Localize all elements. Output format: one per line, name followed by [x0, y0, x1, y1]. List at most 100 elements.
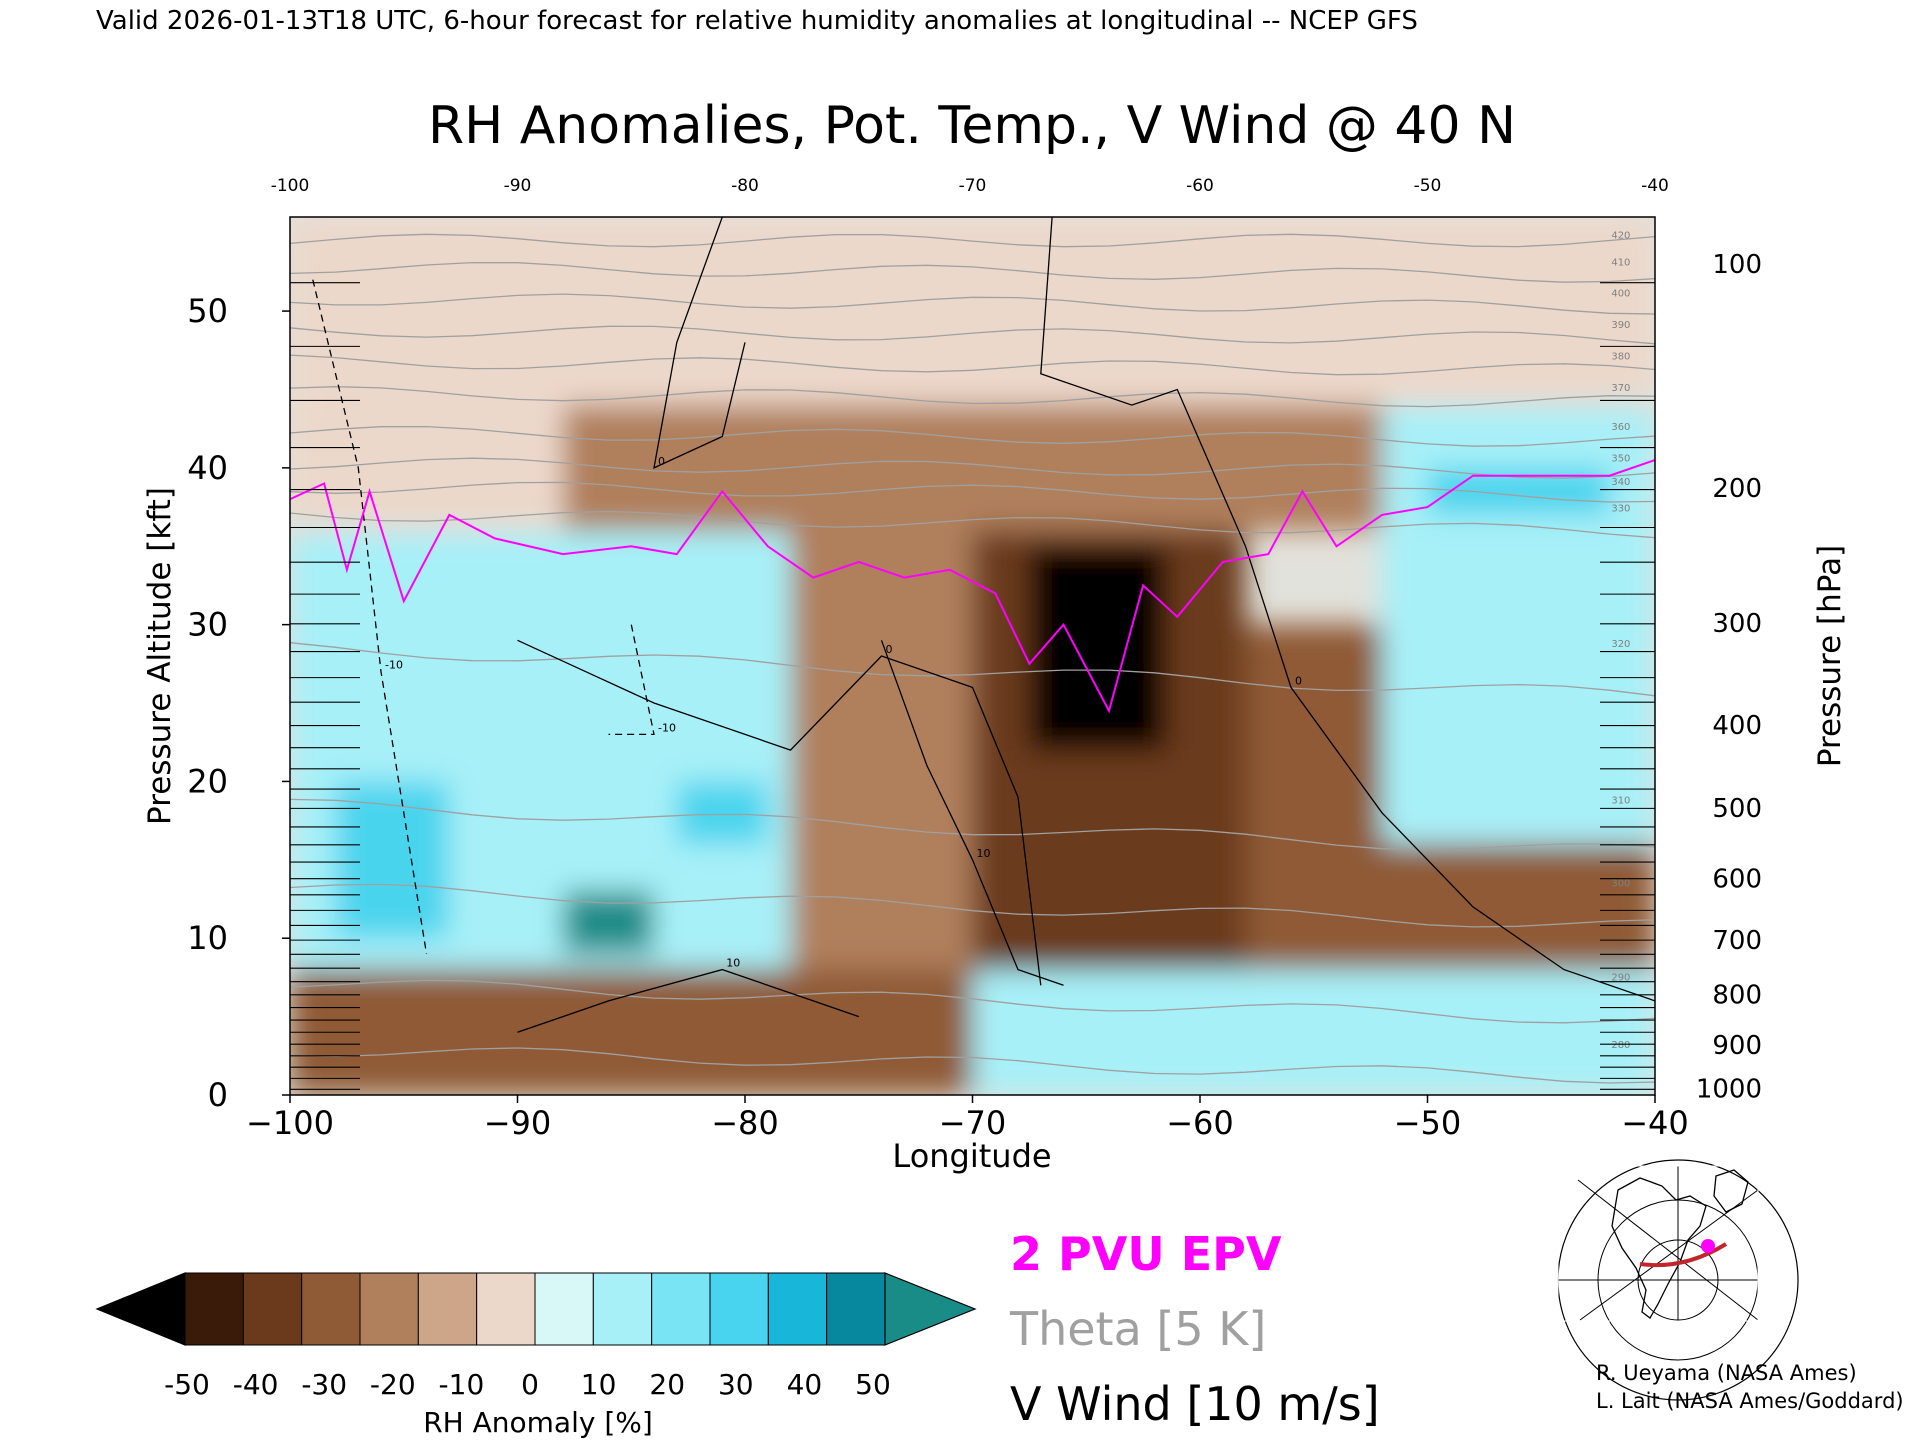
pressure-tick-label: 100 — [1712, 250, 1762, 280]
chart-title: RH Anomalies, Pot. Temp., V Wind @ 40 N — [428, 96, 1516, 156]
rh-anomaly-cell — [335, 781, 450, 939]
pressure-tick-label: 1000 — [1696, 1075, 1762, 1105]
theta-contour — [290, 293, 1655, 315]
theta-contour — [290, 425, 1655, 447]
theta-contour — [290, 979, 1655, 1024]
top-tick-label: -60 — [1186, 176, 1214, 196]
pressure-tick-label: 500 — [1712, 794, 1762, 824]
theta-contour — [290, 233, 1655, 248]
theta-contour-label: 390 — [1611, 320, 1630, 331]
vwind-contour-label: -10 — [385, 659, 403, 672]
y-tick-label: 10 — [187, 919, 228, 957]
vwind-contour-label: 10 — [726, 957, 740, 970]
x-axis-label: Longitude — [892, 1137, 1051, 1175]
top-tick-label: -80 — [731, 176, 759, 196]
vwind-contour-label: -10 — [658, 721, 676, 734]
top-axis: -100 -90 -80 -70 -60 -50 -40 — [271, 176, 1669, 196]
map-meridian — [1577, 1179, 1759, 1321]
theta-contour — [290, 481, 1655, 503]
colorbar-swatch — [184, 1272, 244, 1346]
rh-anomaly-cell — [676, 781, 768, 845]
north-america-coastline — [1611, 1177, 1707, 1319]
epv-2pvu-line — [290, 459, 1655, 714]
theta-contour-label: 340 — [1611, 477, 1630, 488]
colorbar-swatch — [651, 1272, 711, 1346]
rh-anomaly-cell — [790, 530, 973, 970]
theta-contour — [290, 354, 1655, 376]
pressure-tick-marks — [290, 282, 1655, 1090]
colorbar-swatch — [476, 1272, 536, 1346]
y-axis-label: Pressure Altitude [kft] — [142, 487, 178, 825]
colorbar-swatch — [242, 1272, 303, 1346]
x-tick-label: −60 — [1166, 1104, 1234, 1142]
top-tick-label: -90 — [504, 176, 532, 196]
y-tick-label: 40 — [187, 449, 228, 487]
theta-contour-label: 280 — [1611, 1040, 1630, 1051]
theta-contour-label: 350 — [1611, 453, 1630, 464]
colorbar-under-arrow — [95, 1272, 186, 1346]
colorbar-tick: -40 — [233, 1368, 279, 1401]
top-tick-label: -50 — [1414, 176, 1442, 196]
legend-vwind: V Wind [10 m/s] — [1010, 1377, 1380, 1431]
x-tick-label: −80 — [711, 1104, 779, 1142]
theta-contour — [290, 325, 1655, 345]
theta-contour-label: 310 — [1611, 796, 1630, 807]
pressure-tick-label: 900 — [1712, 1031, 1762, 1061]
colorbar-swatch — [709, 1272, 769, 1346]
colorbar-tick: -10 — [439, 1368, 485, 1401]
pressure-tick-label: 600 — [1712, 865, 1762, 895]
colorbar-tick-labels: -50 -40 -30 -20 -10 0 10 20 30 40 50 — [164, 1368, 891, 1401]
greenland-coastline — [1713, 1169, 1749, 1213]
theta-contour-label: 360 — [1611, 422, 1630, 433]
vwind-contour — [1040, 217, 1655, 1002]
y-tick-label: 20 — [187, 762, 228, 800]
legend-theta: Theta [5 K] — [1009, 1302, 1266, 1356]
rh-anomaly-cell — [290, 217, 1655, 406]
colorbar-tick: 50 — [855, 1368, 891, 1401]
vwind-contour — [312, 279, 428, 955]
location-marker — [1701, 1239, 1715, 1253]
rh-anomaly-cell — [972, 969, 1655, 1095]
theta-contour — [290, 1047, 1655, 1084]
vwind-contour — [517, 639, 1042, 986]
pressure-axis: 100 200 300 400 500 600 700 800 900 1000 — [1696, 250, 1762, 1105]
theta-contour-label: 370 — [1611, 383, 1630, 394]
valid-time-line: Valid 2026-01-13T18 UTC, 6-hour forecast… — [96, 6, 1418, 36]
rh-anomaly-field — [290, 217, 1655, 1095]
theta-contour-label: 380 — [1611, 351, 1630, 362]
colorbar — [95, 1272, 977, 1346]
theta-contour — [290, 883, 1655, 928]
theta-contour-label: 330 — [1611, 504, 1630, 515]
colorbar-tick: -50 — [164, 1368, 210, 1401]
x-tick-label: −90 — [484, 1104, 552, 1142]
vwind-contour-label: 0 — [1295, 674, 1302, 687]
colorbar-tick: 30 — [718, 1368, 754, 1401]
colorbar-swatch — [534, 1272, 594, 1346]
y-tick-label: 30 — [187, 606, 228, 644]
y-tick-label: 0 — [208, 1076, 228, 1114]
x-tick-label: −40 — [1621, 1104, 1689, 1142]
colorbar-tick: -30 — [301, 1368, 347, 1401]
rh-anomaly-cell — [563, 891, 654, 954]
pressure-tick-label: 200 — [1712, 474, 1762, 504]
top-tick-label: -40 — [1641, 176, 1669, 196]
legend-epv: 2 PVU EPV — [1010, 1227, 1282, 1281]
vwind-contour-label: 0 — [658, 455, 665, 468]
colorbar-label: RH Anomaly [%] — [423, 1406, 653, 1439]
rh-anomaly-cell — [1382, 844, 1655, 970]
colorbar-over-arrow — [884, 1272, 977, 1346]
pressure-tick-label: 400 — [1712, 711, 1762, 741]
x-tick-label: −70 — [939, 1104, 1007, 1142]
theta-contour — [290, 798, 1655, 851]
x-tick-label: −100 — [246, 1104, 334, 1142]
top-tick-label: -100 — [271, 176, 310, 196]
colorbar-tick: -20 — [370, 1368, 416, 1401]
plot-area: 280 290 300 310 320 330 340 350 360 370 380 390 400 4… — [289, 216, 1656, 1096]
y-axis: 0 10 20 30 40 50 — [187, 292, 290, 1114]
vwind-contours: 0 0 0 10 -10 10 -10 — [312, 217, 1655, 1033]
theta-contour — [290, 642, 1655, 697]
y-tick-label: 50 — [187, 292, 228, 330]
theta-contour — [290, 261, 1655, 283]
